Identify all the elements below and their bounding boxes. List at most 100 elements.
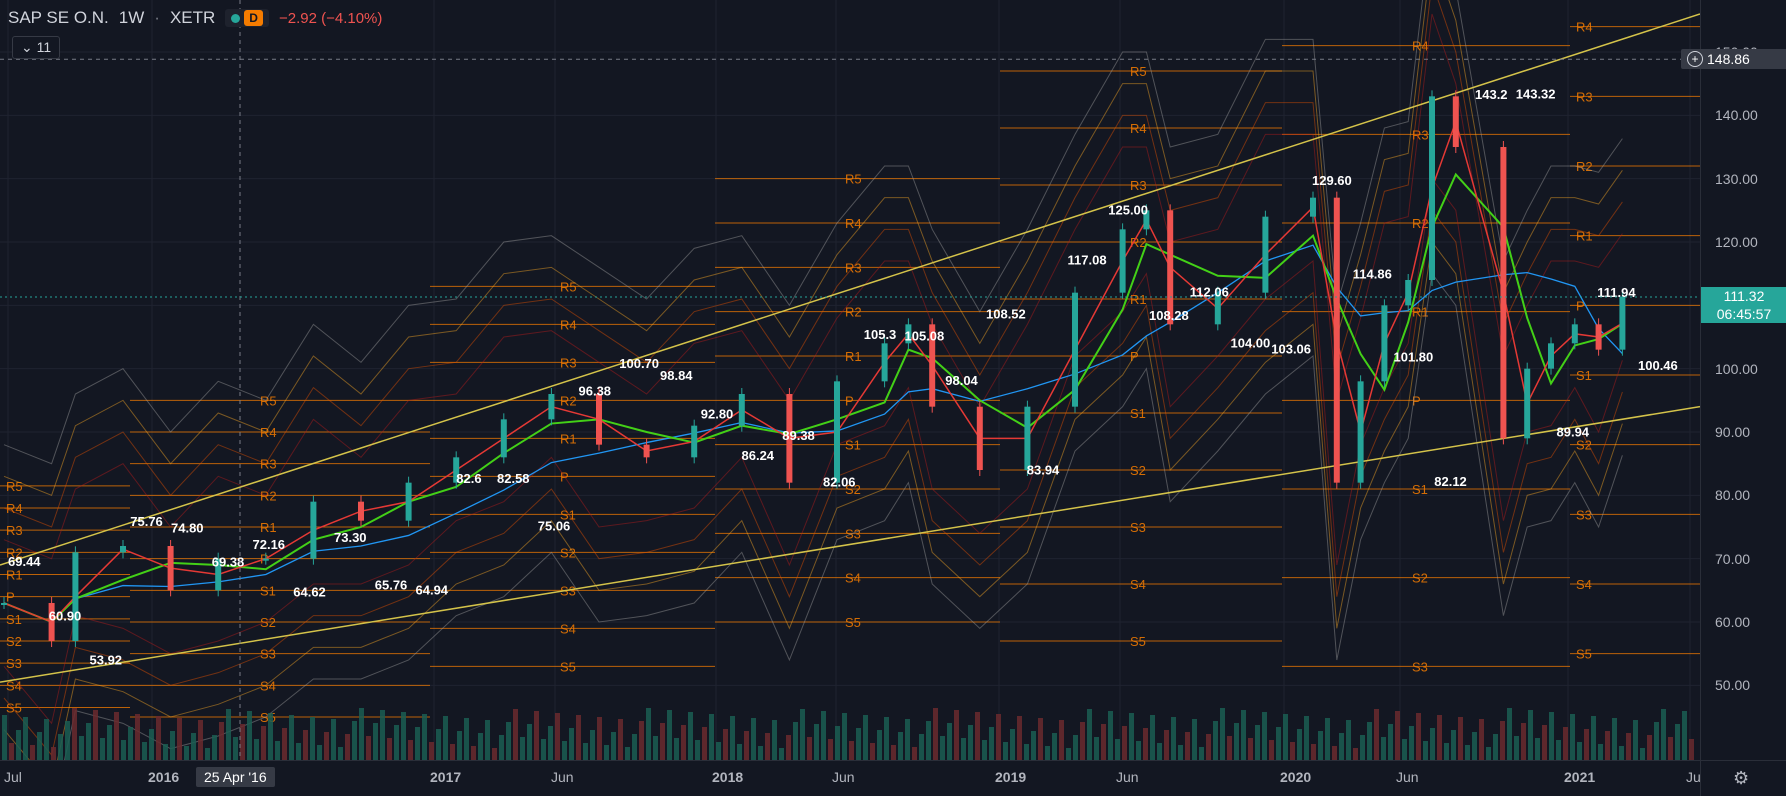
pivot-label: S1 bbox=[6, 612, 22, 627]
volume-bar bbox=[548, 726, 553, 760]
candle-body bbox=[1595, 324, 1602, 350]
pivot-label: P bbox=[560, 469, 569, 484]
indicator-count: 11 bbox=[36, 39, 52, 55]
volume-bar bbox=[891, 745, 896, 760]
volume-bar bbox=[58, 734, 63, 760]
price-axis[interactable]: 160.00150.00140.00130.00120.00110.00100.… bbox=[1681, 0, 1786, 760]
pivot-label: S2 bbox=[260, 615, 276, 630]
time-axis[interactable]: Jul 2016 2017 Jun 2018 Jun 2019 Jun 2020 Jun 2021 J… bbox=[0, 760, 1709, 796]
volume-bar bbox=[401, 712, 406, 760]
time-tick-label: 2017 bbox=[430, 769, 462, 785]
candle-body bbox=[691, 425, 698, 458]
candle-body bbox=[1262, 216, 1269, 293]
time-tick-label: 2020 bbox=[1280, 769, 1312, 785]
volume-bar bbox=[1500, 721, 1505, 760]
volume-bar bbox=[562, 741, 567, 760]
volume-bar bbox=[1668, 737, 1673, 760]
volume-bar bbox=[660, 723, 665, 760]
volume-bar bbox=[1535, 738, 1540, 760]
price-tick-label: 50.00 bbox=[1715, 677, 1751, 694]
axis-corner[interactable]: ⚙ bbox=[1700, 760, 1786, 796]
volume-bar bbox=[1178, 745, 1183, 760]
symbol-name[interactable]: SAP SE O.N. bbox=[8, 8, 109, 27]
pivot-label: R2 bbox=[560, 393, 577, 408]
volume-bar bbox=[1626, 733, 1631, 760]
volume-bar bbox=[345, 734, 350, 760]
indicators-toggle-button[interactable]: ⌄ 11 bbox=[12, 36, 61, 59]
price-annotation: 100.46 bbox=[1638, 358, 1678, 373]
volume-bar bbox=[1416, 713, 1421, 760]
volume-bar bbox=[898, 732, 903, 760]
candle-body bbox=[1381, 305, 1388, 382]
volume-bar bbox=[275, 741, 280, 760]
volume-bar bbox=[422, 714, 427, 760]
plus-icon[interactable]: + bbox=[1687, 51, 1703, 68]
candle-body bbox=[1548, 343, 1554, 369]
candle-body bbox=[358, 501, 364, 521]
volume-bar bbox=[1269, 740, 1274, 760]
volume-bar bbox=[555, 713, 560, 760]
candle-body bbox=[1452, 96, 1459, 147]
market-status[interactable]: D bbox=[225, 9, 269, 27]
volume-bar bbox=[1073, 735, 1078, 760]
price-annotation: 89.94 bbox=[1557, 424, 1590, 439]
volume-bar bbox=[1262, 712, 1267, 760]
candle-body bbox=[1357, 381, 1364, 483]
volume-bar bbox=[261, 726, 266, 760]
volume-bar bbox=[471, 746, 476, 760]
volume-bar bbox=[1423, 741, 1428, 760]
volume-bar bbox=[1612, 718, 1617, 760]
chart-area[interactable]: R5 R4 R3 R2 R1 P S1 S2 S3 S4 S5 R5 R4 R3 R2 R1 P S1 S2 S3 S4… bbox=[0, 0, 1700, 760]
pivot-label: S2 bbox=[1576, 438, 1592, 453]
price-annotation: 117.08 bbox=[1068, 252, 1107, 267]
volume-bar bbox=[1185, 732, 1190, 760]
crosshair-price-tag[interactable]: +148.86 bbox=[1681, 49, 1786, 70]
volume-bar bbox=[254, 739, 259, 760]
volume-bar bbox=[121, 740, 126, 760]
volume-bar bbox=[667, 710, 672, 760]
gear-icon[interactable]: ⚙ bbox=[1733, 768, 1750, 788]
price-chart[interactable]: R5 R4 R3 R2 R1 P S1 S2 S3 S4 S5 R5 R4 R3 R2 R1 P S1 S2 S3 S4… bbox=[0, 0, 1700, 760]
volume-bar bbox=[1150, 715, 1155, 760]
price-annotation: 65.76 bbox=[375, 578, 408, 593]
interval-label[interactable]: 1W bbox=[118, 8, 145, 27]
volume-bar bbox=[1318, 731, 1323, 760]
volume-bar bbox=[1129, 713, 1134, 760]
volume-bar bbox=[1220, 708, 1225, 760]
volume-bar bbox=[961, 738, 966, 760]
candle-body bbox=[738, 394, 745, 426]
volume-bar bbox=[1045, 746, 1050, 760]
volume-bar bbox=[1549, 712, 1554, 760]
volume-bar bbox=[72, 708, 77, 760]
pivot-label: R4 bbox=[1130, 121, 1147, 136]
price-annotation: 105.08 bbox=[905, 328, 945, 343]
price-annotation: 125.00 bbox=[1108, 202, 1148, 217]
volume-bar bbox=[23, 717, 28, 760]
volume-bar bbox=[926, 721, 931, 760]
price-annotation: 72.16 bbox=[253, 537, 286, 552]
price-annotation: 82.12 bbox=[1434, 474, 1467, 489]
candle-body bbox=[1619, 296, 1626, 350]
volume-bar bbox=[1171, 717, 1176, 760]
time-tick-label: 2019 bbox=[995, 769, 1027, 785]
volume-bar bbox=[1661, 709, 1666, 760]
crosshair-date-tag: 25 Apr '16 bbox=[196, 767, 275, 787]
pivot-label: S3 bbox=[845, 526, 861, 541]
pivot-label: R3 bbox=[845, 260, 862, 275]
volume-bar bbox=[268, 713, 273, 760]
volume-bar bbox=[1108, 711, 1113, 760]
volume-bar bbox=[884, 717, 889, 760]
volume-bar bbox=[1591, 716, 1596, 760]
volume-bar bbox=[639, 721, 644, 760]
volume-bar bbox=[373, 723, 378, 760]
price-annotation: 75.76 bbox=[130, 514, 163, 529]
price-annotation: 60.90 bbox=[49, 608, 82, 623]
time-tick-label: Jun bbox=[1396, 769, 1419, 785]
price-annotation: 75.06 bbox=[538, 519, 571, 534]
volume-bar bbox=[1493, 734, 1498, 760]
pivot-label: R1 bbox=[560, 431, 577, 446]
volume-bar bbox=[534, 711, 539, 760]
volume-bar bbox=[1465, 745, 1470, 760]
volume-bar bbox=[940, 736, 945, 760]
price-annotation: 82.58 bbox=[497, 471, 530, 486]
